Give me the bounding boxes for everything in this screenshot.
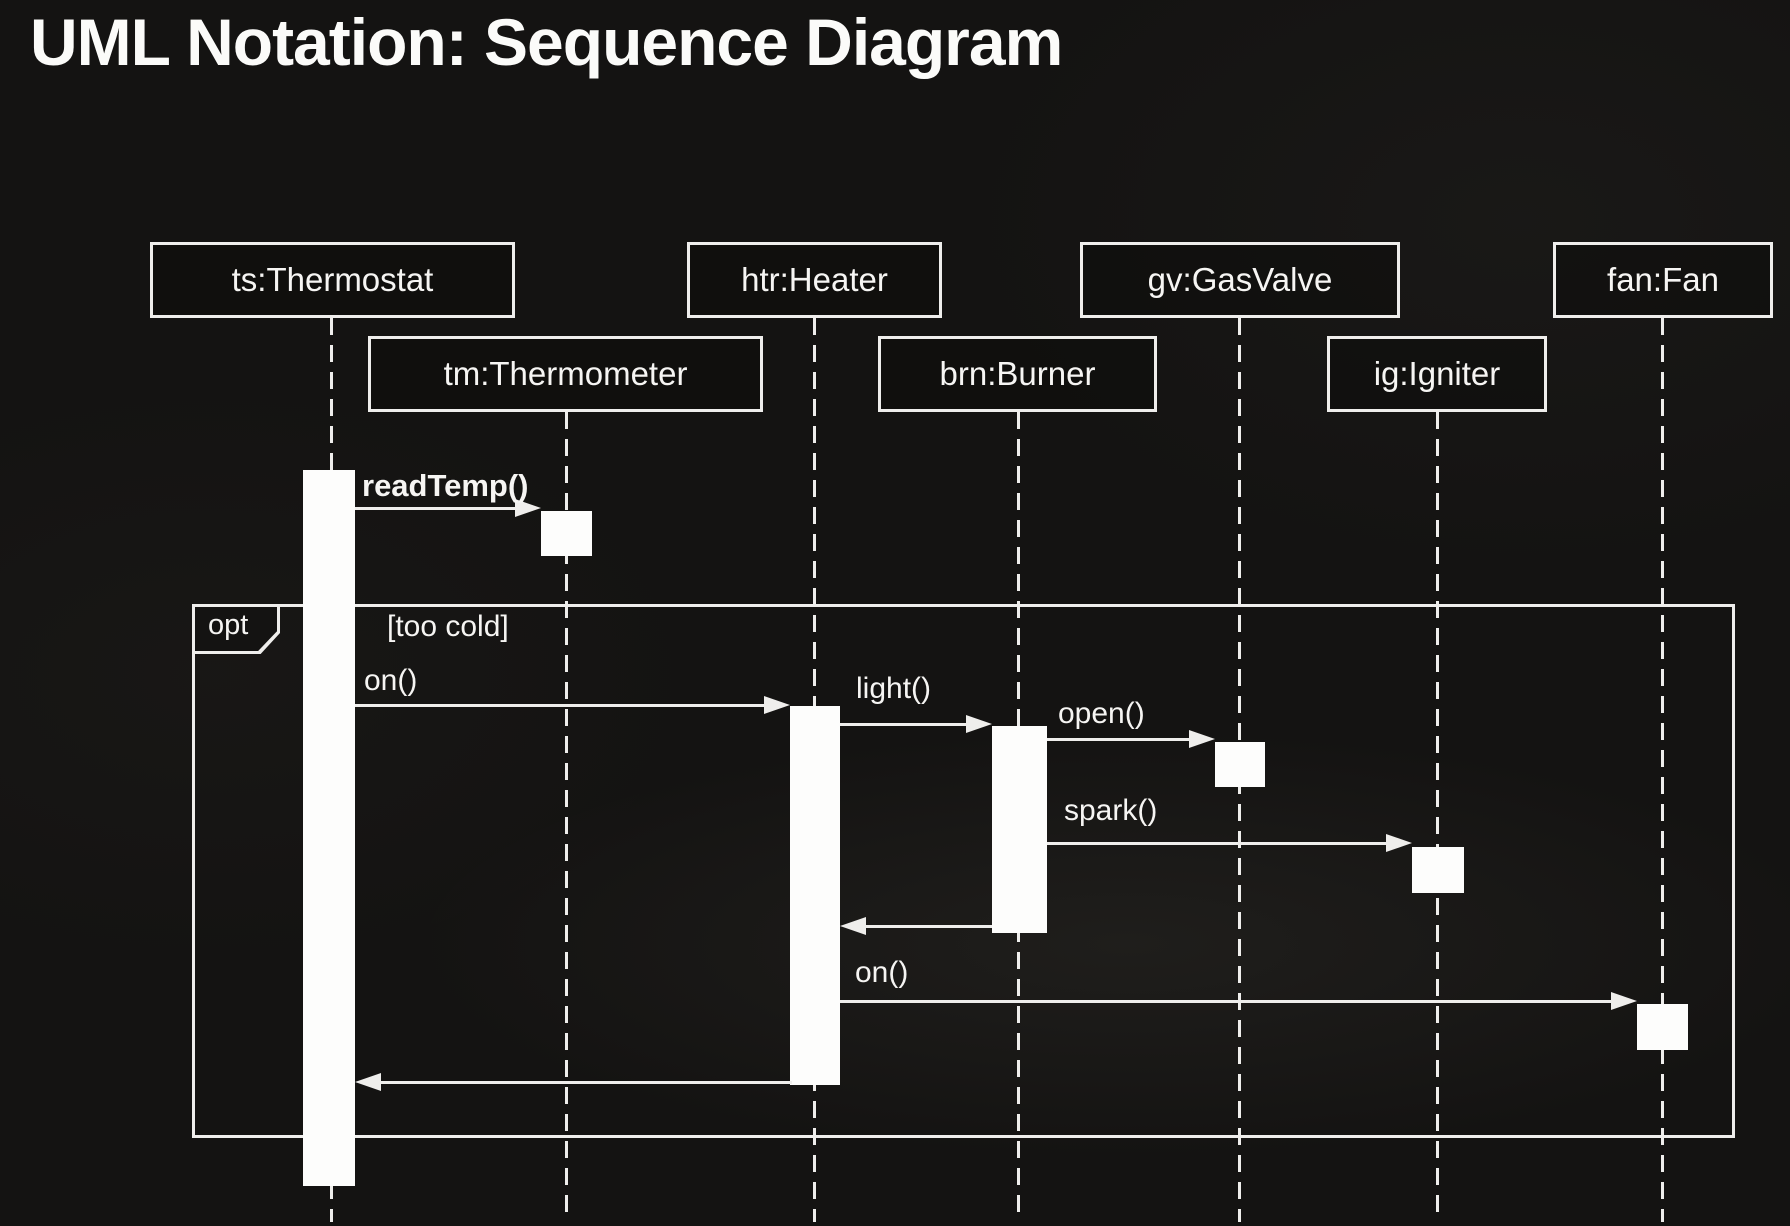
actor-label: ts:Thermostat xyxy=(231,261,434,298)
activation-thermometer xyxy=(541,511,592,556)
opt-operator-tab: opt xyxy=(192,604,280,654)
activation-thermostat xyxy=(303,470,355,1186)
opt-tab-fill xyxy=(195,607,277,651)
actor-fan: fan:Fan xyxy=(1553,242,1773,318)
arrowhead-icon xyxy=(764,696,790,714)
activation-burner xyxy=(992,726,1047,933)
message-line xyxy=(864,925,992,928)
opt-fragment-frame: opt xyxy=(192,604,1735,1138)
activation-heater xyxy=(790,706,840,1085)
arrowhead-icon xyxy=(515,499,541,517)
activation-gasvalve xyxy=(1215,742,1265,787)
lifeline-thermometer xyxy=(565,412,568,1222)
message-readtemp-label: readTemp() xyxy=(362,468,529,503)
actor-igniter: ig:Igniter xyxy=(1327,336,1547,412)
actor-label: ig:Igniter xyxy=(1373,355,1501,392)
actor-label: tm:Thermometer xyxy=(443,355,688,392)
page-title: UML Notation: Sequence Diagram xyxy=(30,5,1063,79)
message-spark-label: spark() xyxy=(1064,794,1158,827)
message-on-fan-label: on() xyxy=(855,956,909,989)
message-line xyxy=(355,704,766,707)
arrowhead-icon xyxy=(840,917,866,935)
actor-thermometer: tm:Thermometer xyxy=(368,336,763,412)
guard-label: [too cold] xyxy=(387,610,509,643)
arrowhead-icon xyxy=(1611,992,1637,1010)
actor-label: htr:Heater xyxy=(741,261,888,298)
message-light-label: light() xyxy=(856,672,932,705)
message-line xyxy=(840,723,968,726)
activation-igniter xyxy=(1412,847,1464,893)
actor-label: brn:Burner xyxy=(939,355,1096,392)
message-line xyxy=(379,1081,792,1084)
lifeline-igniter xyxy=(1436,412,1439,1222)
arrowhead-icon xyxy=(966,715,992,733)
actor-heater: htr:Heater xyxy=(687,242,942,318)
opt-operator-label: opt xyxy=(208,609,249,641)
activation-fan xyxy=(1637,1004,1688,1050)
message-line xyxy=(1047,842,1388,845)
arrowhead-icon xyxy=(355,1073,381,1091)
message-line xyxy=(840,1000,1613,1003)
arrowhead-icon xyxy=(1189,730,1215,748)
actor-label: gv:GasValve xyxy=(1147,261,1333,298)
actor-thermostat: ts:Thermostat xyxy=(150,242,515,318)
lifeline-fan xyxy=(1661,318,1664,1222)
message-line xyxy=(355,507,517,510)
message-open-label: open() xyxy=(1058,697,1145,730)
message-on-heater-label: on() xyxy=(364,664,418,697)
actor-burner: brn:Burner xyxy=(878,336,1157,412)
actor-gasvalve: gv:GasValve xyxy=(1080,242,1400,318)
actor-label: fan:Fan xyxy=(1607,261,1719,298)
message-line xyxy=(1047,738,1191,741)
arrowhead-icon xyxy=(1386,834,1412,852)
